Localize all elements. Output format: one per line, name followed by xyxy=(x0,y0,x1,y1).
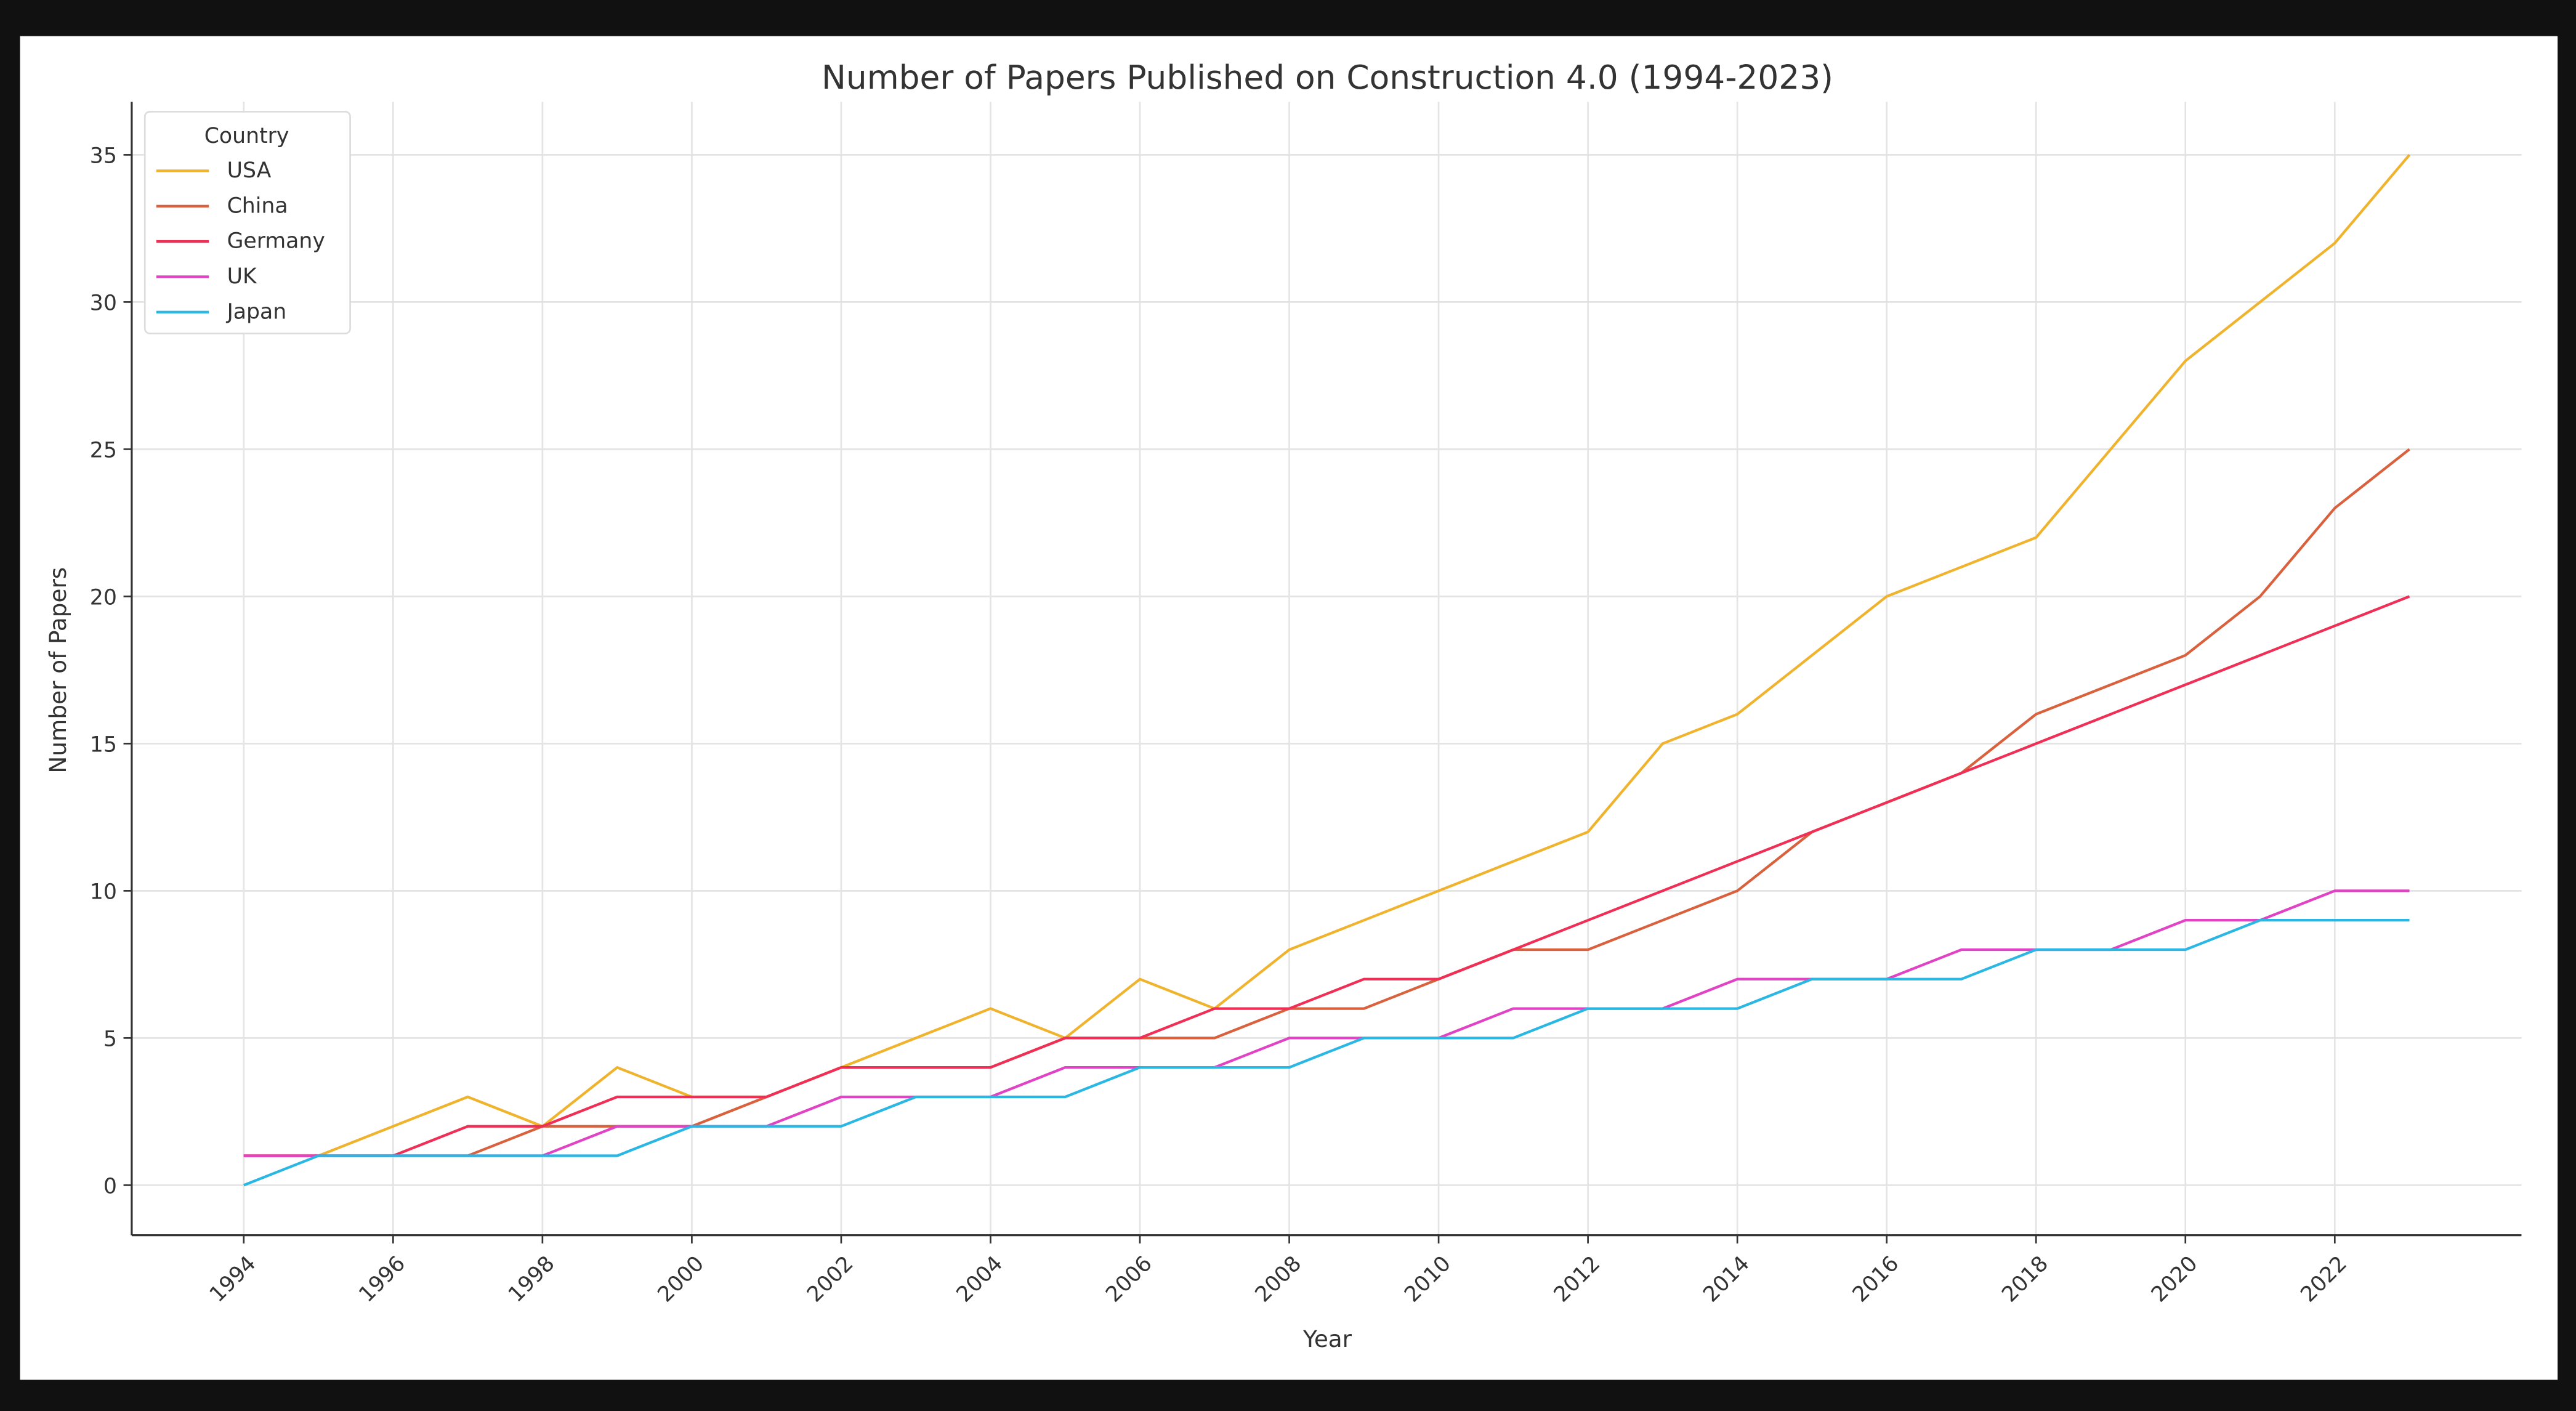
legend-entry: China xyxy=(227,193,288,218)
y-tick-label: 30 xyxy=(90,291,117,316)
legend: Country USA China Germany UK Japan xyxy=(143,111,351,334)
legend-entry: USA xyxy=(227,158,272,183)
series-line-usa xyxy=(243,154,2411,1157)
legend-title: Country xyxy=(204,124,289,148)
legend-entry: Germany xyxy=(227,229,325,254)
legend-entry: Japan xyxy=(226,299,287,324)
y-tick-label: 0 xyxy=(103,1174,117,1199)
y-tick-label: 10 xyxy=(90,880,117,905)
y-tick-label: 25 xyxy=(90,439,117,463)
series-line-china xyxy=(243,448,2410,1157)
series-line-germany xyxy=(243,595,2410,1157)
series-line-japan xyxy=(243,919,2410,1187)
y-axis-label: Number of Papers xyxy=(44,567,71,774)
x-axis-label: Year xyxy=(1302,1325,1352,1352)
legend-entry: UK xyxy=(227,264,257,289)
chart-title: Number of Papers Published on Constructi… xyxy=(822,58,1833,97)
y-tick-label: 35 xyxy=(90,144,117,169)
y-tick-label: 20 xyxy=(90,586,117,610)
y-tick-label: 5 xyxy=(103,1027,117,1052)
y-tick-label: 15 xyxy=(90,733,117,758)
